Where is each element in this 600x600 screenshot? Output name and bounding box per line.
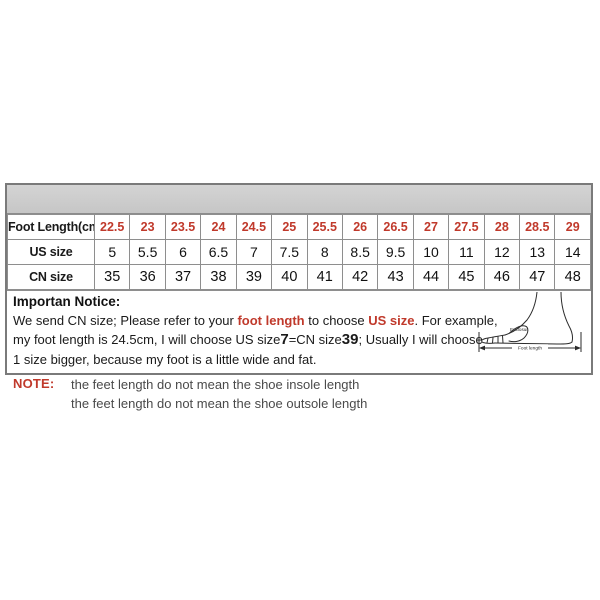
bottom-note-block: NOTE: the feet length do not mean the sh… (13, 376, 573, 414)
cell-foot-length-4: 24.5 (235, 214, 273, 240)
cell-cn-size-1: 36 (129, 264, 166, 290)
cell-us-size-11: 12 (483, 239, 521, 265)
cell-cn-size-9: 44 (412, 264, 450, 290)
cell-us-size-13: 14 (554, 239, 591, 265)
diagram-label-enclosure: Enclosur (510, 327, 528, 332)
cell-foot-length-1: 23 (129, 214, 166, 240)
cell-foot-length-2: 23.5 (164, 214, 202, 240)
cell-foot-length-10: 27.5 (448, 214, 485, 240)
table-row-us-size: US size 5 5.5 6 6.5 7 7.5 8 8.5 9.5 10 1… (7, 239, 591, 265)
notice-line-1-part-a: We send CN size; Please refer to your (13, 312, 238, 328)
row-label-cn-size: CN size (7, 264, 95, 290)
notice-highlight-us-size: US size (368, 312, 415, 328)
notice-heading: Importan Notice: (13, 294, 121, 309)
size-table: Foot Length(cm) 22.5 23 23.5 24 24.5 25 … (7, 214, 591, 290)
bottom-note-line-2: the feet length do not mean the shoe out… (71, 395, 368, 411)
cell-us-size-1: 5.5 (129, 239, 166, 265)
cell-cn-size-8: 43 (377, 264, 414, 290)
cell-foot-length-5: 25 (271, 214, 308, 240)
cell-foot-length-6: 25.5 (306, 214, 343, 240)
cell-us-size-7: 8.5 (341, 239, 379, 265)
notice-line-3: 1 size bigger, because my foot is a litt… (13, 351, 317, 367)
cell-cn-size-13: 48 (554, 264, 591, 290)
notice-us-size-example: 7 (280, 330, 289, 348)
cell-us-size-6: 8 (306, 239, 343, 265)
cell-us-size-10: 11 (448, 239, 485, 265)
cell-foot-length-13: 29 (554, 214, 591, 240)
cell-foot-length-8: 26.5 (377, 214, 414, 240)
notice-line-2-part-c: ; Usually I will choose (358, 331, 483, 347)
size-table-frame: Foot Length(cm) 22.5 23 23.5 24 24.5 25 … (5, 183, 593, 376)
table-row-foot-length: Foot Length(cm) 22.5 23 23.5 24 24.5 25 … (7, 214, 591, 240)
cell-foot-length-7: 26 (341, 214, 379, 240)
bottom-note-label: NOTE: (13, 376, 55, 391)
bottom-note-row: NOTE: the feet length do not mean the sh… (13, 376, 573, 414)
cell-foot-length-0: 22.5 (93, 214, 131, 240)
cell-us-size-5: 7.5 (271, 239, 308, 265)
notice-line-1: We send CN size; Please refer to your fo… (13, 312, 585, 330)
cell-cn-size-3: 38 (200, 264, 237, 290)
diagram-label-foot-length: Foot length (518, 346, 542, 352)
important-notice-block: Importan Notice: We send CN size; Please… (7, 290, 591, 373)
cell-foot-length-9: 27 (412, 214, 450, 240)
cell-us-size-4: 7 (235, 239, 273, 265)
notice-cn-size-example: 39 (341, 330, 359, 348)
cell-cn-size-2: 37 (164, 264, 202, 290)
notice-line-1-part-b: to choose (304, 312, 369, 328)
cell-us-size-8: 9.5 (377, 239, 414, 265)
cell-foot-length-12: 28.5 (519, 214, 556, 240)
notice-line-2: my foot length is 24.5cm, I will choose … (13, 330, 585, 351)
foot-measurement-diagram: Enclosur Foot length (469, 292, 587, 354)
cell-foot-length-3: 24 (200, 214, 237, 240)
cell-us-size-2: 6 (164, 239, 202, 265)
notice-highlight-foot-length: foot length (237, 312, 305, 328)
cell-us-size-12: 13 (519, 239, 556, 265)
cell-cn-size-11: 46 (483, 264, 521, 290)
bottom-note-lines: the feet length do not mean the shoe ins… (71, 376, 367, 414)
cell-us-size-9: 10 (412, 239, 450, 265)
row-label-foot-length: Foot Length(cm) (7, 214, 95, 240)
notice-line-2-part-b: =CN size (288, 331, 342, 347)
bottom-note-line-1: the feet length do not mean the shoe ins… (71, 377, 360, 392)
cell-us-size-0: 5 (93, 239, 131, 265)
cell-cn-size-5: 40 (271, 264, 308, 290)
notice-line-2-part-a: my foot length is 24.5cm, I will choose … (13, 331, 281, 347)
cell-cn-size-0: 35 (93, 264, 131, 290)
cell-cn-size-10: 45 (448, 264, 485, 290)
notice-line-1-part-c: . For example, (414, 312, 498, 328)
row-label-us-size: US size (7, 239, 95, 265)
cell-cn-size-4: 39 (235, 264, 273, 290)
cell-foot-length-11: 28 (483, 214, 521, 240)
table-banner (7, 185, 591, 214)
cell-cn-size-12: 47 (519, 264, 556, 290)
table-row-cn-size: CN size 35 36 37 38 39 40 41 42 43 44 45… (7, 264, 591, 290)
cell-cn-size-7: 42 (341, 264, 379, 290)
cell-us-size-3: 6.5 (200, 239, 237, 265)
cell-cn-size-6: 41 (306, 264, 343, 290)
